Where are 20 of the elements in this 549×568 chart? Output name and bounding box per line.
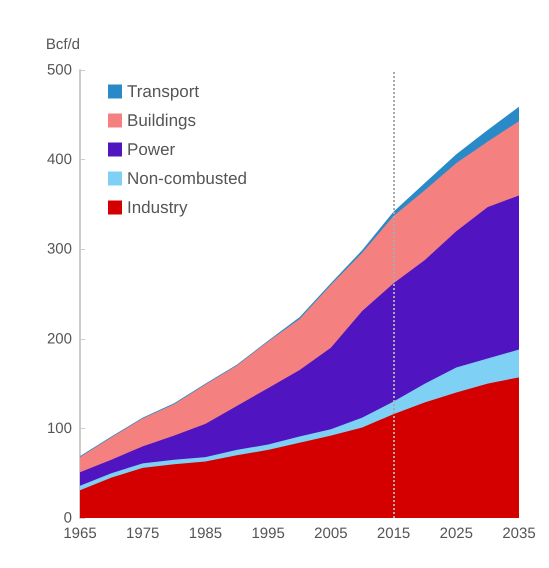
y-tick-label: 300 — [46, 240, 72, 258]
x-tick-label: 1995 — [251, 525, 285, 542]
y-axis-title: Bcf/d — [46, 36, 80, 53]
x-tick-label: 2015 — [376, 525, 410, 542]
x-tick-label: 2035 — [502, 525, 536, 542]
legend-label: Buildings — [127, 111, 196, 130]
y-tick-label: 200 — [46, 330, 72, 348]
y-tick-label: 0 — [64, 510, 72, 526]
y-tick-label: 100 — [46, 420, 72, 437]
x-tick-label: 2025 — [440, 525, 473, 542]
legend-label: Power — [127, 140, 176, 159]
x-tick-label: 1965 — [63, 525, 97, 542]
x-tick-label: 2005 — [314, 525, 348, 542]
y-tick-label: 400 — [46, 151, 72, 168]
legend-label: Non-combusted — [127, 169, 248, 188]
legend-label: Transport — [127, 82, 200, 101]
x-tick-label: 1985 — [188, 525, 222, 542]
y-tick-label: 500 — [46, 62, 72, 78]
x-tick-label: 1975 — [126, 525, 160, 542]
legend-label: Industry — [127, 198, 188, 217]
